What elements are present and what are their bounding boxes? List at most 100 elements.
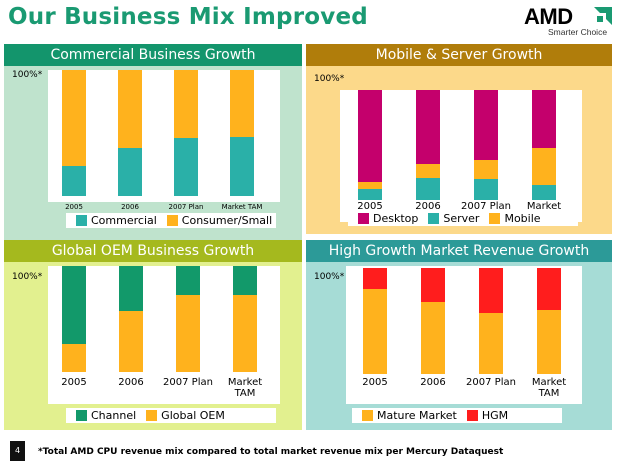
bar-segment-desktop (416, 90, 440, 164)
bar-market-tam (532, 90, 556, 200)
legend-swatch (489, 213, 501, 224)
legend-label: Mature Market (377, 409, 457, 422)
bar-segment-channel (176, 266, 200, 295)
bar-segment-channel (233, 266, 257, 295)
chart-plot: 2005 2006 2007 Plan Market TAM (48, 70, 280, 211)
bar-2006 (119, 266, 143, 372)
y-axis-label: 100%* (12, 70, 43, 80)
legend-swatch (166, 215, 178, 226)
bar-segment-commercial (174, 138, 198, 196)
legend-label: Desktop (373, 212, 419, 225)
footnote: *Total AMD CPU revenue mix compared to t… (38, 447, 504, 457)
bar-segment-desktop (532, 90, 556, 149)
legend-label: Global OEM (161, 409, 225, 422)
legend-label: Commercial (91, 214, 157, 227)
bar-segment-hgm (479, 268, 503, 313)
bar-segment-commercial (230, 136, 254, 196)
legend-label: Server (443, 212, 480, 225)
panel-title: Mobile & Server Growth (306, 44, 612, 66)
bar-market-tam (230, 70, 254, 196)
panel-title: Commercial Business Growth (4, 44, 302, 66)
legend-item: HGM (466, 409, 509, 422)
x-tick-label: Market TAM (221, 203, 263, 211)
x-tick-label: 2007 Plan (168, 203, 204, 211)
x-tick-label: 2007 Plan (163, 377, 213, 388)
logo-wordmark: AMD (524, 4, 573, 29)
legend-item: Server (428, 212, 479, 225)
bar-2007-plan (176, 266, 200, 372)
bar-2005 (62, 266, 86, 372)
y-axis-label: 100%* (12, 272, 43, 282)
legend-swatch (428, 213, 440, 224)
bar-segment-consumer-small (118, 70, 142, 149)
legend-label: Mobile (504, 212, 541, 225)
bar-segment-commercial (62, 165, 86, 196)
x-tick-label: 2005 (65, 203, 83, 211)
bar-2005 (363, 268, 387, 374)
bar-segment-desktop (474, 90, 498, 161)
x-tick-label: 2005 (357, 201, 383, 212)
bar-segment-mature-market (363, 289, 387, 374)
x-tick-label: Market TAM (227, 377, 263, 399)
x-tick-label: 2007 Plan (466, 377, 516, 388)
bar-segment-desktop (358, 90, 382, 183)
legend-label: HGM (481, 409, 509, 422)
legend-item: Global OEM (146, 409, 225, 422)
bar-segment-server (474, 179, 498, 200)
bar-segment-global-oem (176, 294, 200, 372)
legend-item: Mobile (489, 212, 541, 225)
panel-title: Global OEM Business Growth (4, 240, 302, 262)
x-tick-label: 2006 (118, 377, 144, 388)
legend-swatch (76, 410, 87, 421)
bar-segment-server (358, 189, 382, 200)
x-tick-label: 2006 (420, 377, 446, 388)
bar-segment-consumer-small (62, 70, 86, 166)
amd-logo: AMD Smarter Choice (520, 4, 616, 38)
legend-swatch (146, 410, 158, 421)
bar-2005 (358, 90, 382, 200)
bar-segment-hgm (363, 268, 387, 290)
global-oem-panel: Global OEM Business Growth 100%* 2005 200… (4, 240, 302, 430)
bar-segment-mature-market (479, 312, 503, 374)
bar-segment-server (416, 178, 440, 200)
legend-swatch (76, 215, 87, 226)
legend-label: Consumer/Small (181, 214, 273, 227)
bar-2006 (416, 90, 440, 200)
bar-segment-channel (119, 266, 143, 311)
high-growth-market-panel: High Growth Market Revenue Growth 100%* … (306, 240, 612, 430)
bar-market-tam (233, 266, 257, 372)
bar-segment-channel (62, 266, 86, 345)
x-tick-label: 2006 (121, 203, 139, 211)
y-axis-label: 100%* (314, 272, 345, 282)
legend-item: Mature Market (362, 409, 457, 422)
bar-segment-commercial (118, 148, 142, 196)
bar-2005 (62, 70, 86, 196)
bar-segment-hgm (421, 268, 445, 302)
legend-item: Desktop (358, 212, 418, 225)
bar-segment-mobile (358, 182, 382, 189)
bar-segment-mobile (416, 163, 440, 178)
bar-2007-plan (479, 268, 503, 374)
chart-legend: Channel Global OEM (66, 408, 276, 423)
legend-item: Consumer/Small (166, 214, 273, 227)
bar-market-tam (537, 268, 561, 374)
chart-legend: Mature Market HGM (352, 408, 562, 423)
chart-legend: Desktop Server Mobile (348, 211, 578, 226)
legend-swatch (362, 410, 373, 421)
legend-item: Channel (76, 409, 136, 422)
x-tick-label: 2006 (415, 201, 441, 212)
bar-segment-consumer-small (230, 70, 254, 137)
x-tick-label: 2005 (61, 377, 87, 388)
x-tick-label: Market TAM (531, 377, 567, 399)
bar-segment-global-oem (62, 344, 86, 372)
bar-segment-global-oem (233, 294, 257, 372)
bar-2006 (421, 268, 445, 374)
bar-2006 (118, 70, 142, 196)
logo-tagline: Smarter Choice (548, 27, 608, 37)
page-title: Our Business Mix Improved (8, 4, 368, 30)
panel-title: High Growth Market Revenue Growth (306, 240, 612, 262)
page-number: 4 (10, 441, 25, 461)
mobile-server-panel: Mobile & Server Growth 100%* 2005 2006 200… (306, 44, 612, 234)
